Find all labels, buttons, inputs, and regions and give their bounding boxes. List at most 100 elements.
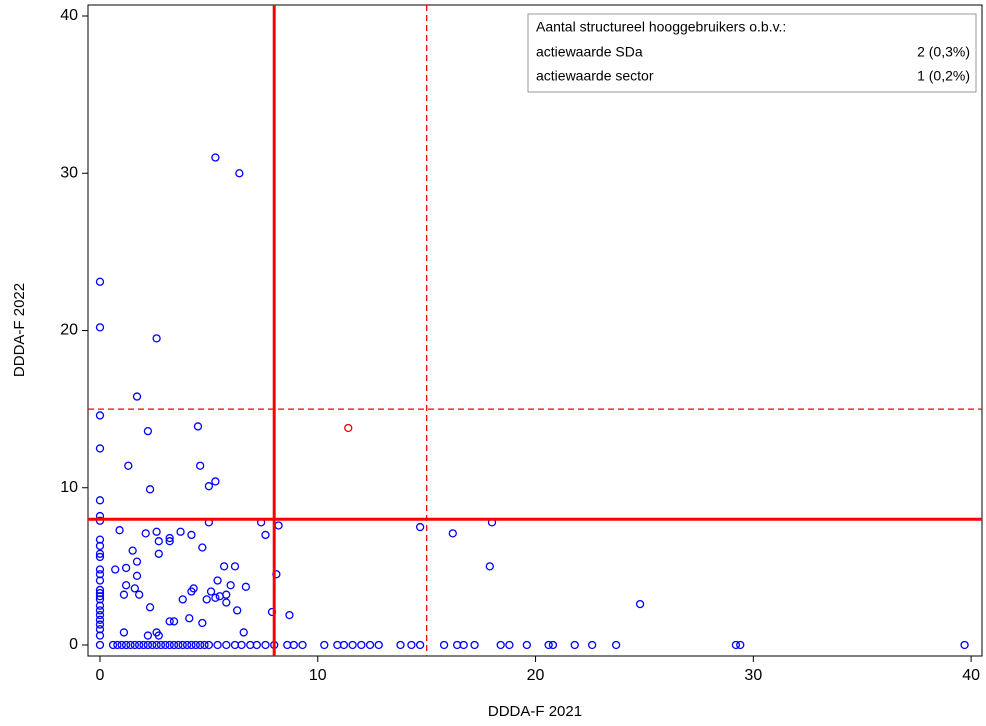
- point: [165, 537, 174, 546]
- point: [237, 640, 246, 650]
- point: [152, 527, 161, 536]
- point: [439, 640, 449, 650]
- point: [252, 640, 261, 650]
- legend-value: 2 (0,3%): [917, 44, 970, 60]
- point: [193, 422, 203, 431]
- point: [156, 640, 166, 650]
- point: [219, 562, 229, 571]
- point: [95, 277, 105, 286]
- point: [143, 426, 153, 436]
- point: [544, 640, 553, 650]
- point: [198, 618, 207, 628]
- point: [298, 640, 307, 650]
- point: [348, 640, 357, 650]
- point: [204, 482, 214, 491]
- point: [95, 606, 105, 615]
- point: [148, 640, 157, 650]
- x-tick-label: 20: [527, 667, 545, 684]
- point: [139, 640, 148, 650]
- point: [115, 526, 124, 535]
- point: [548, 640, 558, 650]
- point: [344, 423, 353, 433]
- point: [274, 521, 283, 530]
- point: [222, 598, 231, 607]
- point: [169, 617, 179, 626]
- point: [960, 640, 969, 650]
- point: [459, 640, 468, 650]
- point: [241, 582, 251, 591]
- point: [145, 485, 155, 494]
- point: [448, 529, 457, 538]
- point: [95, 625, 105, 634]
- point: [135, 590, 144, 599]
- point: [285, 610, 294, 620]
- point: [154, 549, 163, 558]
- point: [485, 562, 494, 571]
- point: [95, 496, 105, 505]
- y-tick-label: 30: [60, 164, 78, 181]
- point: [178, 595, 187, 604]
- point: [230, 562, 240, 571]
- point: [132, 557, 142, 566]
- point: [213, 640, 222, 650]
- point: [339, 640, 349, 650]
- point: [95, 576, 105, 585]
- point: [187, 640, 196, 650]
- point: [95, 610, 105, 620]
- point: [415, 522, 425, 532]
- point: [222, 590, 231, 599]
- point: [178, 640, 187, 650]
- point: [128, 546, 137, 555]
- point: [95, 601, 105, 610]
- point: [357, 640, 366, 650]
- point: [470, 640, 479, 650]
- point: [165, 617, 174, 626]
- legend-box: Aantal structureel hooggebruikers o.b.v.…: [527, 13, 977, 93]
- point: [415, 640, 425, 650]
- x-tick-label: 10: [309, 667, 327, 684]
- point: [165, 640, 174, 650]
- point: [396, 640, 405, 650]
- point: [121, 640, 131, 650]
- point: [95, 615, 105, 624]
- legend-frame: [527, 13, 977, 93]
- point: [211, 153, 220, 162]
- point: [108, 640, 118, 650]
- y-tick-label: 0: [69, 636, 78, 653]
- point: [95, 323, 105, 332]
- point: [119, 590, 129, 599]
- point: [121, 563, 131, 573]
- point: [135, 640, 144, 650]
- point: [154, 631, 163, 640]
- point: [95, 620, 105, 629]
- point: [211, 593, 220, 602]
- legend-label: actiewaarde SDa: [536, 44, 643, 60]
- legend-label: actiewaarde sector: [536, 68, 654, 84]
- point: [496, 640, 505, 650]
- point: [95, 640, 105, 650]
- point: [196, 640, 205, 650]
- point: [95, 592, 105, 601]
- point: [233, 606, 242, 615]
- point: [235, 169, 244, 178]
- point: [261, 530, 270, 540]
- point: [611, 640, 621, 650]
- point: [132, 392, 142, 401]
- point: [95, 411, 105, 420]
- legend-title: Aantal structureel hooggebruikers o.b.v.…: [536, 19, 786, 35]
- point: [119, 628, 129, 637]
- point: [187, 587, 196, 596]
- point: [211, 477, 220, 486]
- point: [95, 570, 105, 579]
- point: [121, 581, 131, 590]
- x-tick-label: 40: [962, 667, 980, 684]
- point: [95, 552, 105, 562]
- point: [111, 565, 120, 574]
- point: [130, 584, 139, 593]
- point: [185, 614, 194, 623]
- point: [261, 640, 270, 650]
- point: [117, 640, 126, 650]
- point: [95, 516, 105, 525]
- point: [143, 640, 153, 650]
- point: [374, 640, 383, 650]
